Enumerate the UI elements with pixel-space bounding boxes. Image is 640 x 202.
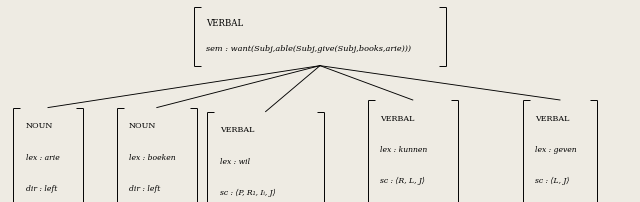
- Text: VERBAL: VERBAL: [380, 115, 414, 123]
- Text: sc : ⟨P, R₁, Iᵢ, J⟩: sc : ⟨P, R₁, Iᵢ, J⟩: [220, 189, 275, 197]
- Text: dir : left: dir : left: [26, 185, 57, 193]
- Text: sc : ⟨R, L, J⟩: sc : ⟨R, L, J⟩: [380, 177, 425, 185]
- Text: NOUN: NOUN: [129, 122, 157, 130]
- Text: lex : boeken: lex : boeken: [129, 154, 176, 162]
- Text: NOUN: NOUN: [26, 122, 53, 130]
- Text: sc : ⟨L, J⟩: sc : ⟨L, J⟩: [535, 177, 570, 185]
- Text: lex : kunnen: lex : kunnen: [380, 146, 427, 154]
- Text: sem : want(Subj,able(Subj,give(Subj,books,arie))): sem : want(Subj,able(Subj,give(Subj,book…: [206, 45, 412, 54]
- Text: VERBAL: VERBAL: [220, 126, 254, 134]
- Text: VERBAL: VERBAL: [206, 19, 243, 28]
- Text: dir : left: dir : left: [129, 185, 161, 193]
- Text: lex : wil: lex : wil: [220, 158, 250, 166]
- Text: lex : geven: lex : geven: [535, 146, 577, 154]
- Text: VERBAL: VERBAL: [535, 115, 570, 123]
- Text: lex : arie: lex : arie: [26, 154, 60, 162]
